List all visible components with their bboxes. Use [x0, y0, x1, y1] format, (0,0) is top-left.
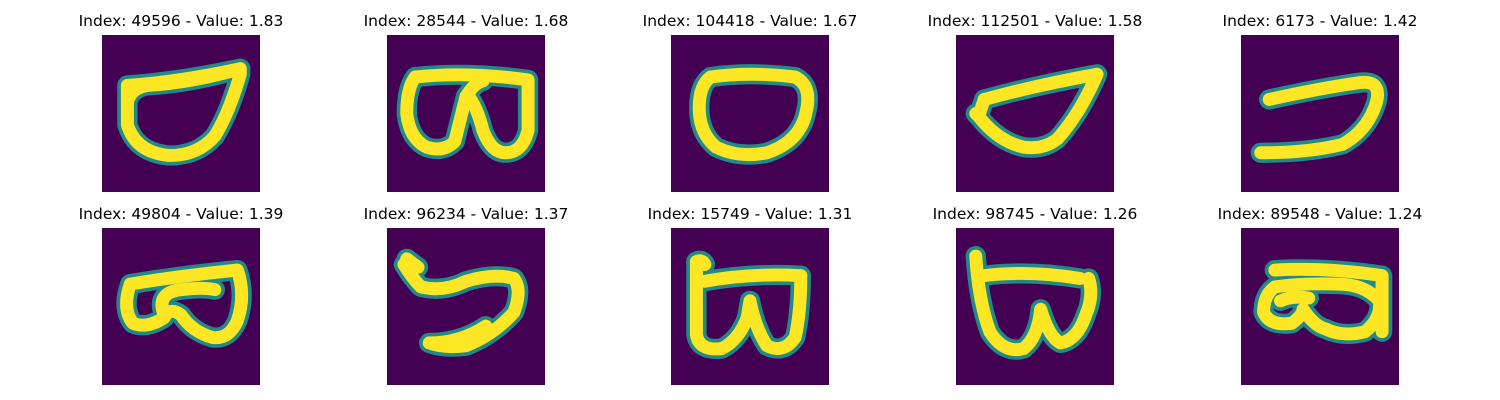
panel-title: Index: 28544 - Value: 1.68: [363, 12, 569, 30]
panel-title: Index: 104418 - Value: 1.67: [642, 12, 858, 30]
glyph-image: [1241, 35, 1399, 192]
panel-title: Index: 15749 - Value: 1.31: [647, 205, 853, 223]
glyph-image: [956, 228, 1114, 385]
panel-title: Index: 112501 - Value: 1.58: [927, 12, 1143, 30]
panel-title: Index: 89548 - Value: 1.24: [1217, 205, 1423, 223]
panel-title: Index: 98745 - Value: 1.26: [932, 205, 1138, 223]
glyph-image: [956, 35, 1114, 192]
panel-title: Index: 96234 - Value: 1.37: [363, 205, 569, 223]
glyph-image: [671, 35, 829, 192]
panel-title: Index: 6173 - Value: 1.42: [1222, 12, 1418, 30]
glyph-image: [102, 228, 260, 385]
glyph-image: [102, 35, 260, 192]
glyph-image: [387, 228, 545, 385]
panel-title: Index: 49804 - Value: 1.39: [78, 205, 284, 223]
glyph-image: [1241, 228, 1399, 385]
glyph-image: [671, 228, 829, 385]
panel-title: Index: 49596 - Value: 1.83: [78, 12, 284, 30]
glyph-image: [387, 35, 545, 192]
